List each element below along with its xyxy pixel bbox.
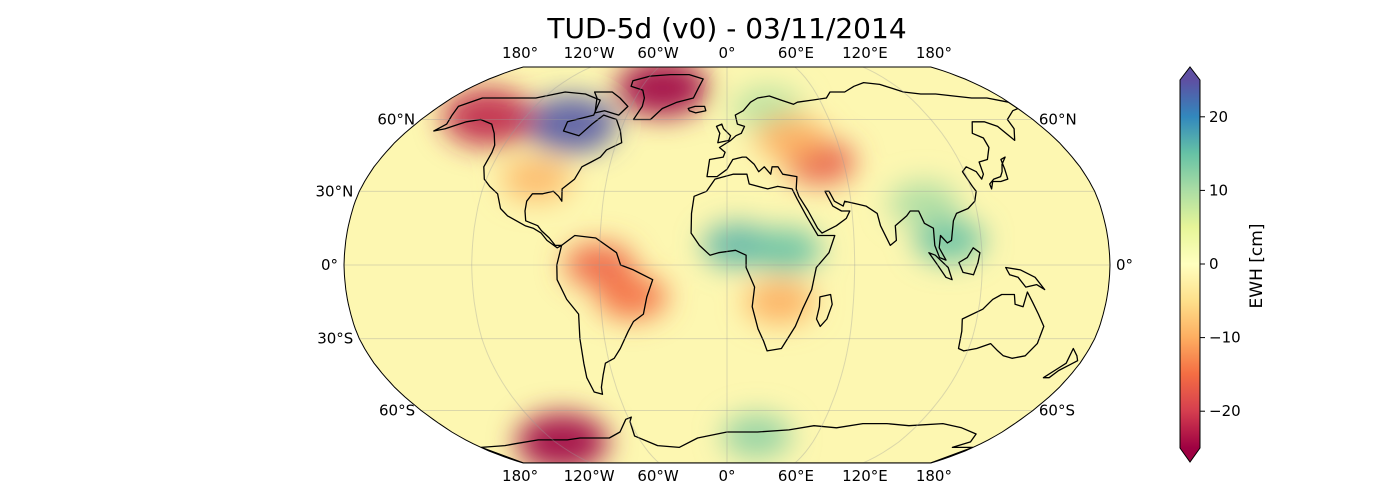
latitude-labels-left: 60°N 30°N 0° 30°S 60°S: [316, 111, 416, 420]
colorbar-tick-label: −20: [1209, 402, 1241, 420]
meridian-line: [471, 67, 592, 463]
coastline-baffin: [593, 91, 629, 116]
longitude-label-bottom: 0°: [718, 467, 735, 485]
longitude-label-top: 120°E: [842, 44, 888, 62]
longitude-label-bottom: 60°W: [637, 467, 679, 485]
colorbar-tick-label: 0: [1209, 255, 1219, 273]
latitude-label-left: 60°N: [377, 111, 415, 129]
coastline-borneo: [958, 247, 981, 276]
coastline-sumatra: [928, 252, 953, 281]
longitude-label-top: 180°: [916, 44, 952, 62]
colorbar-tick-label: −10: [1209, 329, 1241, 347]
coastline-madagascar: [815, 293, 833, 328]
coastline-iceland: [687, 105, 707, 114]
coastlines: [433, 73, 1079, 463]
meridian-line: [598, 67, 660, 463]
colorbar-extend-max: [1180, 67, 1200, 80]
anomaly-west-antarctica-loss: [516, 413, 609, 463]
latitude-label-left: 30°N: [316, 182, 354, 200]
latitude-label-left: 60°S: [379, 401, 415, 419]
graticule: [344, 67, 1110, 463]
anomaly-alaska-loss: [442, 88, 534, 147]
longitude-label-bottom: 120°W: [564, 467, 615, 485]
colorbar: 20 10 0 −10 −20 EWH [cm]: [1179, 66, 1267, 463]
longitude-label-bottom: 180°: [502, 467, 538, 485]
latitude-label-right: 0°: [1116, 256, 1133, 274]
colorbar-label: EWH [cm]: [1247, 224, 1267, 309]
map-title: TUD-5d (v0) - 03/11/2014: [546, 12, 906, 45]
map-globe[interactable]: [343, 59, 1111, 471]
colorbar-tick-label: 20: [1209, 108, 1228, 126]
meridian-line: [794, 67, 856, 463]
longitude-labels-top: 180° 120°W 60°W 0° 60°E 120°E 180°: [502, 44, 952, 62]
anomaly-greenland-loss: [616, 67, 709, 117]
anomaly-brazil-east-loss: [596, 274, 668, 320]
coastline-greenland: [630, 73, 704, 121]
colorbar-ticks: 20 10 0 −10 −20: [1200, 108, 1241, 420]
coastline-antarctica: [480, 416, 977, 463]
longitude-label-top: 120°W: [564, 44, 615, 62]
coastline-uk: [715, 123, 732, 144]
anomaly-central-africa-gain: [751, 228, 822, 273]
latitude-label-left: 30°S: [317, 330, 353, 348]
longitude-label-bottom: 180°: [916, 467, 952, 485]
anomaly-central-us-loss: [501, 156, 572, 202]
anomaly-europe-east-loss: [755, 115, 826, 161]
coastline-new-guinea: [1005, 266, 1046, 291]
longitude-label-bottom: 120°E: [842, 467, 888, 485]
anomaly-southern-africa-loss: [744, 279, 815, 324]
colorbar-tick-label: 10: [1209, 181, 1228, 199]
longitude-label-top: 60°W: [637, 44, 679, 62]
longitude-label-bottom: 60°E: [778, 467, 814, 485]
colorbar-gradient: [1180, 80, 1200, 448]
coastline-africa: [690, 173, 836, 352]
coastline-new-zealand: [1042, 347, 1079, 379]
coastline-japan: [989, 156, 1009, 190]
latitude-label-right: 60°N: [1039, 111, 1077, 129]
anomaly-south-asia-gain: [888, 181, 959, 226]
coastline-eurasia: [706, 81, 1019, 261]
longitude-labels-bottom: 180° 120°W 60°W 0° 60°E 120°E 180°: [502, 467, 952, 485]
latitude-label-right: 60°S: [1039, 401, 1075, 419]
longitude-label-top: 0°: [718, 44, 735, 62]
anomaly-east-antarctica-gain: [721, 413, 792, 459]
meridian-line: [862, 67, 983, 463]
anomaly-southeast-asia-gain: [914, 218, 985, 263]
coastline-north-america: [433, 91, 623, 249]
longitude-label-top: 60°E: [778, 44, 814, 62]
anomaly-field: [442, 67, 985, 463]
colorbar-extend-min: [1180, 448, 1200, 462]
globe-outline: [343, 66, 1111, 464]
latitude-labels-right: 60°N 0° 60°S: [1039, 111, 1133, 420]
longitude-label-top: 180°: [502, 44, 538, 62]
coastline-south-america: [556, 234, 654, 395]
latitude-label-left: 0°: [321, 256, 338, 274]
coastline-australia: [957, 291, 1045, 359]
colorbar-outline: [1179, 66, 1201, 463]
anomaly-hudson-bay-gain: [525, 95, 618, 154]
